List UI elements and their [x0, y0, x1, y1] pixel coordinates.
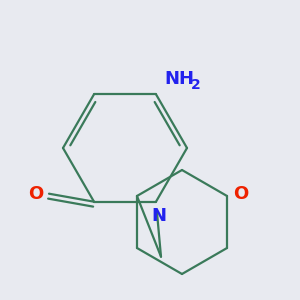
Text: NH: NH — [164, 70, 194, 88]
Text: O: O — [28, 185, 43, 203]
Text: O: O — [233, 185, 248, 203]
Text: 2: 2 — [191, 78, 201, 92]
Text: N: N — [152, 207, 166, 225]
